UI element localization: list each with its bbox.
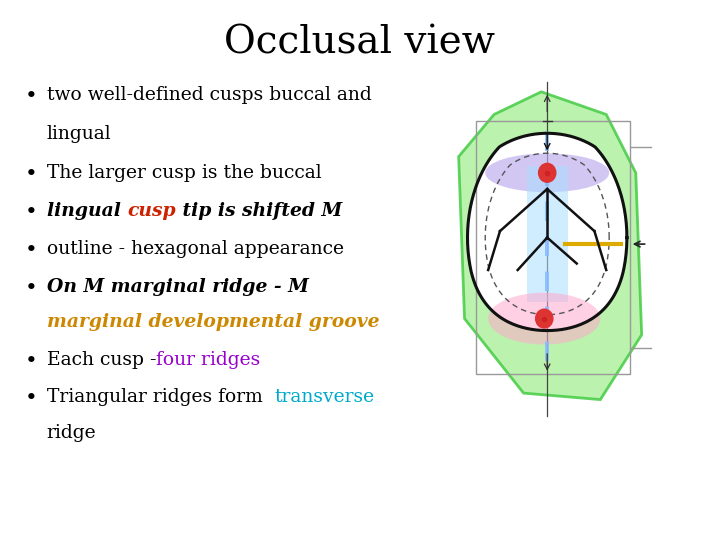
Text: lingual: lingual: [47, 125, 112, 143]
Ellipse shape: [488, 293, 600, 345]
Text: On M marginal ridge - M: On M marginal ridge - M: [47, 278, 309, 295]
Circle shape: [539, 164, 555, 182]
Polygon shape: [467, 133, 627, 330]
Text: •: •: [25, 202, 38, 222]
Text: transverse: transverse: [274, 388, 374, 406]
Text: •: •: [25, 351, 38, 371]
Text: cusp: cusp: [127, 202, 176, 220]
Bar: [526, 166, 568, 302]
Circle shape: [536, 309, 552, 328]
Text: lingual: lingual: [47, 202, 127, 220]
Polygon shape: [459, 92, 642, 400]
Text: The larger cusp is the buccal: The larger cusp is the buccal: [47, 164, 321, 182]
Text: tip is shifted M: tip is shifted M: [176, 202, 342, 220]
Text: •: •: [25, 278, 38, 298]
Text: Occlusal view: Occlusal view: [225, 24, 495, 62]
Text: •: •: [25, 164, 38, 184]
Text: Triangular ridges form: Triangular ridges form: [47, 388, 274, 406]
Text: outline - hexagonal appearance: outline - hexagonal appearance: [47, 240, 344, 258]
Bar: [477, 121, 630, 374]
Ellipse shape: [485, 153, 609, 192]
Text: Each cusp -: Each cusp -: [47, 351, 156, 369]
Text: •: •: [25, 86, 38, 106]
Text: four ridges: four ridges: [156, 351, 261, 369]
Text: •: •: [25, 240, 38, 260]
Text: two well-defined cusps buccal and: two well-defined cusps buccal and: [47, 86, 372, 104]
Text: marginal developmental groove: marginal developmental groove: [47, 313, 379, 331]
Text: •: •: [25, 388, 38, 408]
Text: ridge: ridge: [47, 424, 96, 442]
